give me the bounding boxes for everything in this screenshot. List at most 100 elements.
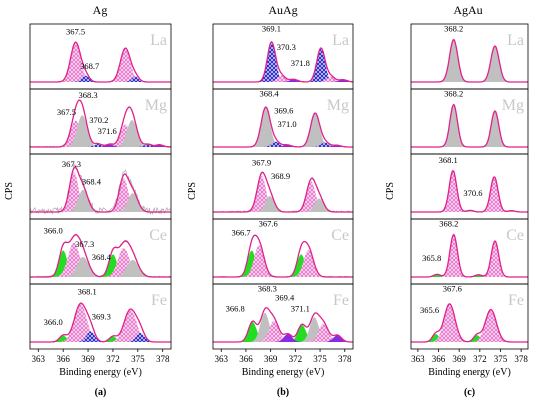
peak-position-label: 368.4 <box>92 252 112 262</box>
component-peak-green <box>237 250 267 277</box>
envelope-curve <box>411 303 528 343</box>
x-axis-label: Binding energy (eV) <box>59 367 142 378</box>
y-axis-label: CPS <box>4 182 15 200</box>
peak-position-label: 370.2 <box>89 115 108 125</box>
element-label: Fe <box>508 292 524 309</box>
x-tick-label: 369 <box>264 354 278 364</box>
component-peak-pink <box>295 181 327 212</box>
component-peak-gray <box>439 39 469 82</box>
component-peak-gray <box>299 113 331 147</box>
x-tick-label: 363 <box>411 354 425 364</box>
envelope-curve <box>30 166 171 213</box>
component-peak-pink <box>316 76 346 82</box>
spectrum-panel: Fe 368.1 366.0 369.3 <box>29 283 172 350</box>
spectrum-panel: Fe 367.6 365.6 <box>410 283 529 350</box>
component-peak-blue <box>257 42 286 82</box>
envelope-curve <box>30 234 171 278</box>
component-peak-gray <box>254 196 286 212</box>
panel-frame <box>212 283 354 350</box>
spectrum-panel: 368.1 370.6 <box>410 153 529 220</box>
element-label: Fe <box>333 292 349 309</box>
panel-letter-label: (c) <box>464 387 475 398</box>
component-peak-pink <box>291 250 326 277</box>
raw-data-trace <box>29 163 172 216</box>
x-tick-label: 378 <box>338 354 352 364</box>
component-peak-pink <box>107 178 140 212</box>
spectrum-panel: Ce 368.2 365.8 <box>410 218 529 285</box>
component-peak-pink <box>430 303 469 342</box>
component-peak-gray <box>249 312 281 342</box>
panel-letter-label: (b) <box>277 387 289 398</box>
peak-position-label: 368.4 <box>259 89 279 99</box>
peak-position-label: 367.3 <box>75 239 94 249</box>
component-peak-pink <box>439 170 467 212</box>
component-peak-pink <box>108 309 153 342</box>
component-peak-gray <box>249 107 282 147</box>
x-tick-label: 366 <box>56 354 70 364</box>
x-tick-label: 372 <box>106 354 120 364</box>
component-peak-pink <box>440 234 467 277</box>
peak-position-label: 368.3 <box>78 90 97 100</box>
spectrum-panel: Mg 368.4 369.6 371.0 <box>212 88 354 155</box>
peak-position-label: 365.8 <box>422 253 441 263</box>
component-peak-purple <box>146 144 173 147</box>
component-peak-pink <box>471 309 511 342</box>
spectrum-panel: Ce 367.6 366.7 <box>212 218 354 285</box>
panel-frame <box>212 153 354 220</box>
x-tick-label: 363 <box>214 354 228 364</box>
x-tick-label: 366 <box>239 354 253 364</box>
peak-position-label: 367.5 <box>66 26 85 36</box>
component-peak-blue <box>72 75 99 82</box>
x-tick-label: 375 <box>313 354 327 364</box>
component-peak-gray <box>458 210 483 212</box>
envelope-curve <box>30 302 171 343</box>
element-label: La <box>507 32 524 49</box>
peak-position-label: 371.8 <box>291 58 310 68</box>
element-label: Ce <box>149 227 167 244</box>
envelope-curve <box>30 41 171 83</box>
peak-position-label: 366.7 <box>231 228 250 238</box>
element-label: Ce <box>506 227 524 244</box>
x-tick-label: 366 <box>432 354 446 364</box>
peak-position-label: 370.3 <box>277 42 296 52</box>
peak-position-label: 367.6 <box>259 219 278 229</box>
peak-position-label: 368.1 <box>439 155 458 165</box>
element-label: Mg <box>502 97 524 114</box>
envelope-curve <box>213 106 353 148</box>
spectrum-panel: La 369.1 370.3 371.8 <box>212 23 358 90</box>
x-tick-label: 375 <box>494 354 508 364</box>
component-peak-gray <box>62 256 104 277</box>
peak-position-label: 367.6 <box>443 284 462 294</box>
component-peak-purple <box>279 79 309 82</box>
component-peak-green <box>98 254 128 277</box>
x-axis-label: Binding energy (eV) <box>242 367 325 378</box>
peak-position-label: 366.0 <box>44 226 63 236</box>
component-peak-green <box>465 335 490 342</box>
component-peak-pink <box>103 247 144 277</box>
y-axis-label: CPS <box>385 182 396 200</box>
spectrum-panel: La 367.5 368.7 <box>29 23 172 90</box>
component-peak-green <box>423 334 448 342</box>
peak-position-label: 368.1 <box>78 286 97 296</box>
component-peak-green <box>286 254 316 277</box>
peak-position-label: 370.6 <box>463 188 482 198</box>
element-label: Mg <box>327 97 349 114</box>
component-peak-green <box>238 321 267 342</box>
component-peak-purple <box>272 144 302 147</box>
peak-position-label: 369.4 <box>275 293 295 303</box>
peak-position-label: 369.6 <box>274 106 293 116</box>
component-peak-gray <box>65 189 101 212</box>
x-tick-label: 372 <box>473 354 487 364</box>
column-title: AuAg <box>268 3 297 17</box>
component-peak-gray <box>114 120 150 147</box>
peak-position-label: 371.1 <box>291 303 310 313</box>
x-tick-label: 375 <box>131 354 145 364</box>
spectrum-column-ag: AgCPSLa367.5368.7Mg368.3367.5370.2371.63… <box>4 3 173 398</box>
component-peak-gray <box>481 111 509 147</box>
component-peak-pink <box>53 242 95 277</box>
component-peak-pink <box>245 176 278 212</box>
